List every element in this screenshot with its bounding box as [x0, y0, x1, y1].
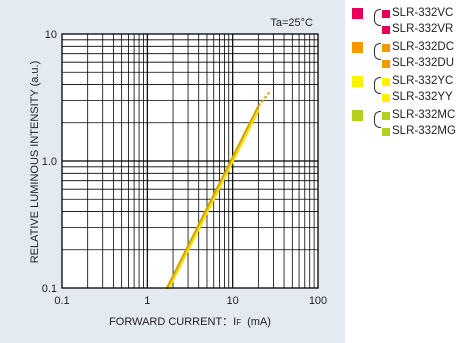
- legend-brace: [374, 77, 381, 94]
- legend-group-swatch: [352, 8, 363, 19]
- grid: [62, 34, 318, 288]
- tick-labels: 0.1 1 10 100 0.1 1.0 10: [42, 29, 327, 307]
- legend-item-label: SLR-332DU: [392, 57, 454, 69]
- legend-brace: [374, 111, 381, 128]
- legend-item-label: SLR-332YY: [392, 91, 453, 103]
- legend-item-swatch: [382, 26, 390, 34]
- legend-item-swatch: [382, 94, 390, 102]
- series-extension-dashed: [257, 89, 272, 107]
- annotation-temperature: Ta=25°C: [270, 17, 313, 29]
- legend-item-swatch: [382, 128, 390, 136]
- x-axis-label-unit: (mA): [247, 316, 271, 328]
- x-tick-label: 1: [144, 295, 150, 307]
- legend-item-swatch: [382, 44, 390, 52]
- legend-item-swatch: [382, 78, 390, 86]
- legend-brace: [374, 9, 381, 26]
- plot-frame: [61, 33, 319, 289]
- legend-item-swatch: [382, 112, 390, 120]
- legend-item-label: SLR-332VR: [392, 23, 454, 35]
- legend-group-swatch: [352, 110, 363, 121]
- y-tick-label: 0.1: [42, 283, 57, 295]
- y-axis-label: RELATIVE LUMINOUS INTENSITY (a.u.): [29, 61, 41, 264]
- legend: SLR-332VC SLR-332VR SLR-332DC SLR-332DU SLR-…: [352, 7, 470, 208]
- legend-item-swatch: [382, 10, 390, 18]
- x-axis-label: FORWARD CURRENT：IF (mA): [109, 316, 271, 328]
- legend-item-label: SLR-332VC: [392, 7, 454, 19]
- legend-item-label: SLR-332DC: [392, 41, 454, 53]
- chart-svg: 0.1 1 10 100 0.1 1.0 10 Ta=25°C RELATIVE LUMIN…: [29, 17, 327, 328]
- legend-item-swatch: [382, 60, 390, 68]
- legend-item-label: SLR-332MG: [392, 125, 456, 137]
- chart-panel: 0.1 1 10 100 0.1 1.0 10 Ta=25°C RELATIVE LUMIN…: [0, 0, 345, 343]
- series-line: [165, 105, 260, 290]
- legend-item-label: SLR-332MC: [392, 109, 456, 121]
- legend-group-swatch: [352, 76, 363, 87]
- legend-brace: [374, 43, 381, 60]
- series-line: [168, 109, 260, 290]
- x-tick-label: 10: [227, 295, 239, 307]
- x-axis-label-sub: F: [236, 318, 241, 327]
- x-tick-label: 100: [309, 295, 327, 307]
- x-axis-label-main: FORWARD CURRENT：I: [109, 316, 236, 328]
- series-layer: [165, 89, 272, 290]
- y-tick-label: 10: [45, 29, 57, 41]
- legend-group-swatch: [352, 42, 363, 53]
- y-tick-label: 1.0: [42, 156, 57, 168]
- x-tick-label: 0.1: [54, 295, 69, 307]
- legend-item-label: SLR-332YC: [392, 75, 454, 87]
